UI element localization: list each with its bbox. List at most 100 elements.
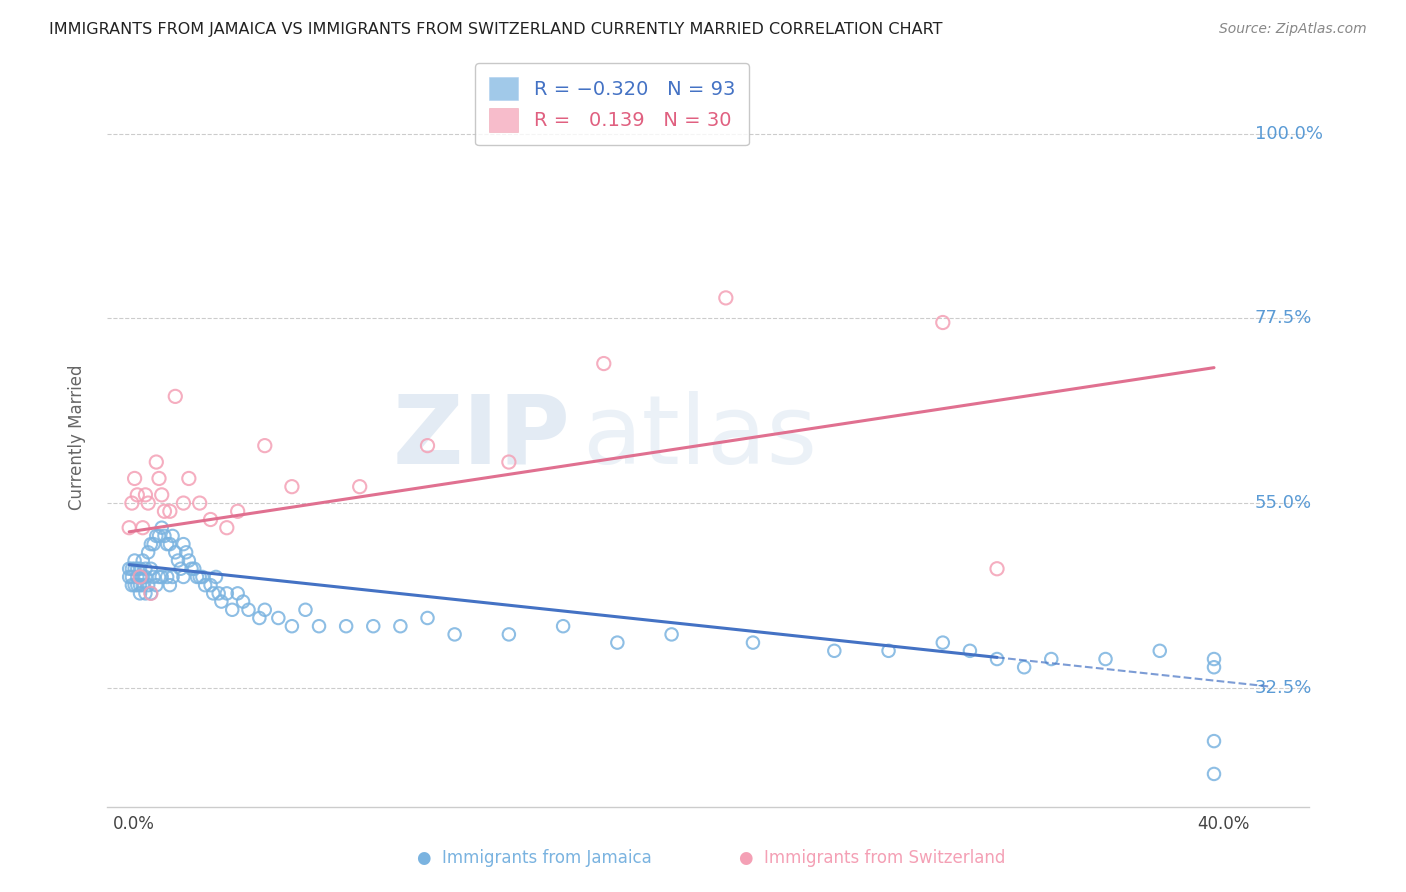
- Point: [177, 553, 200, 567]
- Point: [416, 611, 439, 625]
- Point: [188, 570, 211, 584]
- Point: [742, 635, 765, 649]
- Point: [215, 586, 238, 600]
- Point: [226, 586, 249, 600]
- Point: [194, 578, 217, 592]
- Point: [1149, 644, 1171, 658]
- Point: [145, 578, 167, 592]
- Point: [232, 594, 254, 608]
- Point: [877, 644, 900, 658]
- Point: [153, 504, 176, 518]
- Point: [124, 578, 146, 592]
- Point: [267, 611, 290, 625]
- Point: [253, 603, 276, 617]
- Point: [139, 586, 162, 600]
- Point: [121, 562, 143, 576]
- Point: [132, 553, 155, 567]
- Text: 77.5%: 77.5%: [1254, 310, 1312, 327]
- Point: [153, 529, 176, 543]
- Point: [215, 521, 238, 535]
- Point: [416, 439, 439, 453]
- Point: [139, 537, 162, 551]
- Point: [177, 471, 200, 485]
- Point: [121, 496, 143, 510]
- Point: [156, 537, 179, 551]
- Point: [200, 512, 222, 526]
- Point: [172, 570, 194, 584]
- Point: [209, 594, 232, 608]
- Point: [443, 627, 465, 641]
- Point: [167, 553, 190, 567]
- Point: [281, 619, 304, 633]
- Point: [172, 496, 194, 510]
- Point: [205, 570, 228, 584]
- Point: [170, 562, 193, 576]
- Point: [129, 578, 152, 592]
- Text: Currently Married: Currently Married: [69, 365, 86, 510]
- Point: [823, 644, 845, 658]
- Point: [136, 496, 159, 510]
- Point: [150, 488, 173, 502]
- Point: [142, 570, 165, 584]
- Point: [253, 439, 276, 453]
- Point: [136, 578, 159, 592]
- Point: [281, 480, 304, 494]
- Point: [498, 627, 520, 641]
- Point: [208, 586, 231, 600]
- Point: [183, 562, 205, 576]
- Point: [162, 529, 184, 543]
- Point: [132, 570, 155, 584]
- Point: [150, 570, 173, 584]
- Point: [165, 389, 187, 403]
- Point: [156, 570, 179, 584]
- Point: [200, 578, 222, 592]
- Point: [127, 570, 149, 584]
- Point: [121, 570, 143, 584]
- Point: [1094, 652, 1116, 666]
- Point: [127, 578, 149, 592]
- Point: [361, 619, 384, 633]
- Point: [308, 619, 330, 633]
- Point: [202, 586, 225, 600]
- Point: [129, 562, 152, 576]
- Point: [134, 562, 156, 576]
- Point: [124, 553, 146, 567]
- Point: [139, 586, 162, 600]
- Point: [247, 611, 270, 625]
- Point: [592, 357, 614, 371]
- Point: [145, 455, 167, 469]
- Point: [132, 521, 155, 535]
- Text: IMMIGRANTS FROM JAMAICA VS IMMIGRANTS FROM SWITZERLAND CURRENTLY MARRIED CORRELA: IMMIGRANTS FROM JAMAICA VS IMMIGRANTS FR…: [49, 22, 942, 37]
- Point: [226, 504, 249, 518]
- Point: [148, 529, 170, 543]
- Text: 40.0%: 40.0%: [1197, 815, 1250, 833]
- Point: [188, 496, 211, 510]
- Point: [172, 537, 194, 551]
- Point: [129, 570, 152, 584]
- Point: [142, 537, 165, 551]
- Point: [127, 562, 149, 576]
- Text: ZIP: ZIP: [392, 391, 569, 484]
- Point: [174, 545, 197, 559]
- Point: [186, 570, 208, 584]
- Point: [118, 570, 141, 584]
- Point: [932, 316, 955, 330]
- Point: [238, 603, 260, 617]
- Text: 100.0%: 100.0%: [1254, 125, 1323, 143]
- Text: ●  Immigrants from Jamaica: ● Immigrants from Jamaica: [418, 849, 651, 867]
- Point: [606, 635, 628, 649]
- Point: [148, 471, 170, 485]
- Point: [1202, 767, 1225, 781]
- Point: [986, 652, 1008, 666]
- Point: [1012, 660, 1035, 674]
- Point: [159, 504, 181, 518]
- Point: [162, 570, 184, 584]
- Point: [127, 488, 149, 502]
- Point: [118, 521, 141, 535]
- Point: [553, 619, 575, 633]
- Point: [121, 578, 143, 592]
- Text: Source: ZipAtlas.com: Source: ZipAtlas.com: [1219, 22, 1367, 37]
- Point: [294, 603, 316, 617]
- Point: [134, 570, 156, 584]
- Point: [150, 521, 173, 535]
